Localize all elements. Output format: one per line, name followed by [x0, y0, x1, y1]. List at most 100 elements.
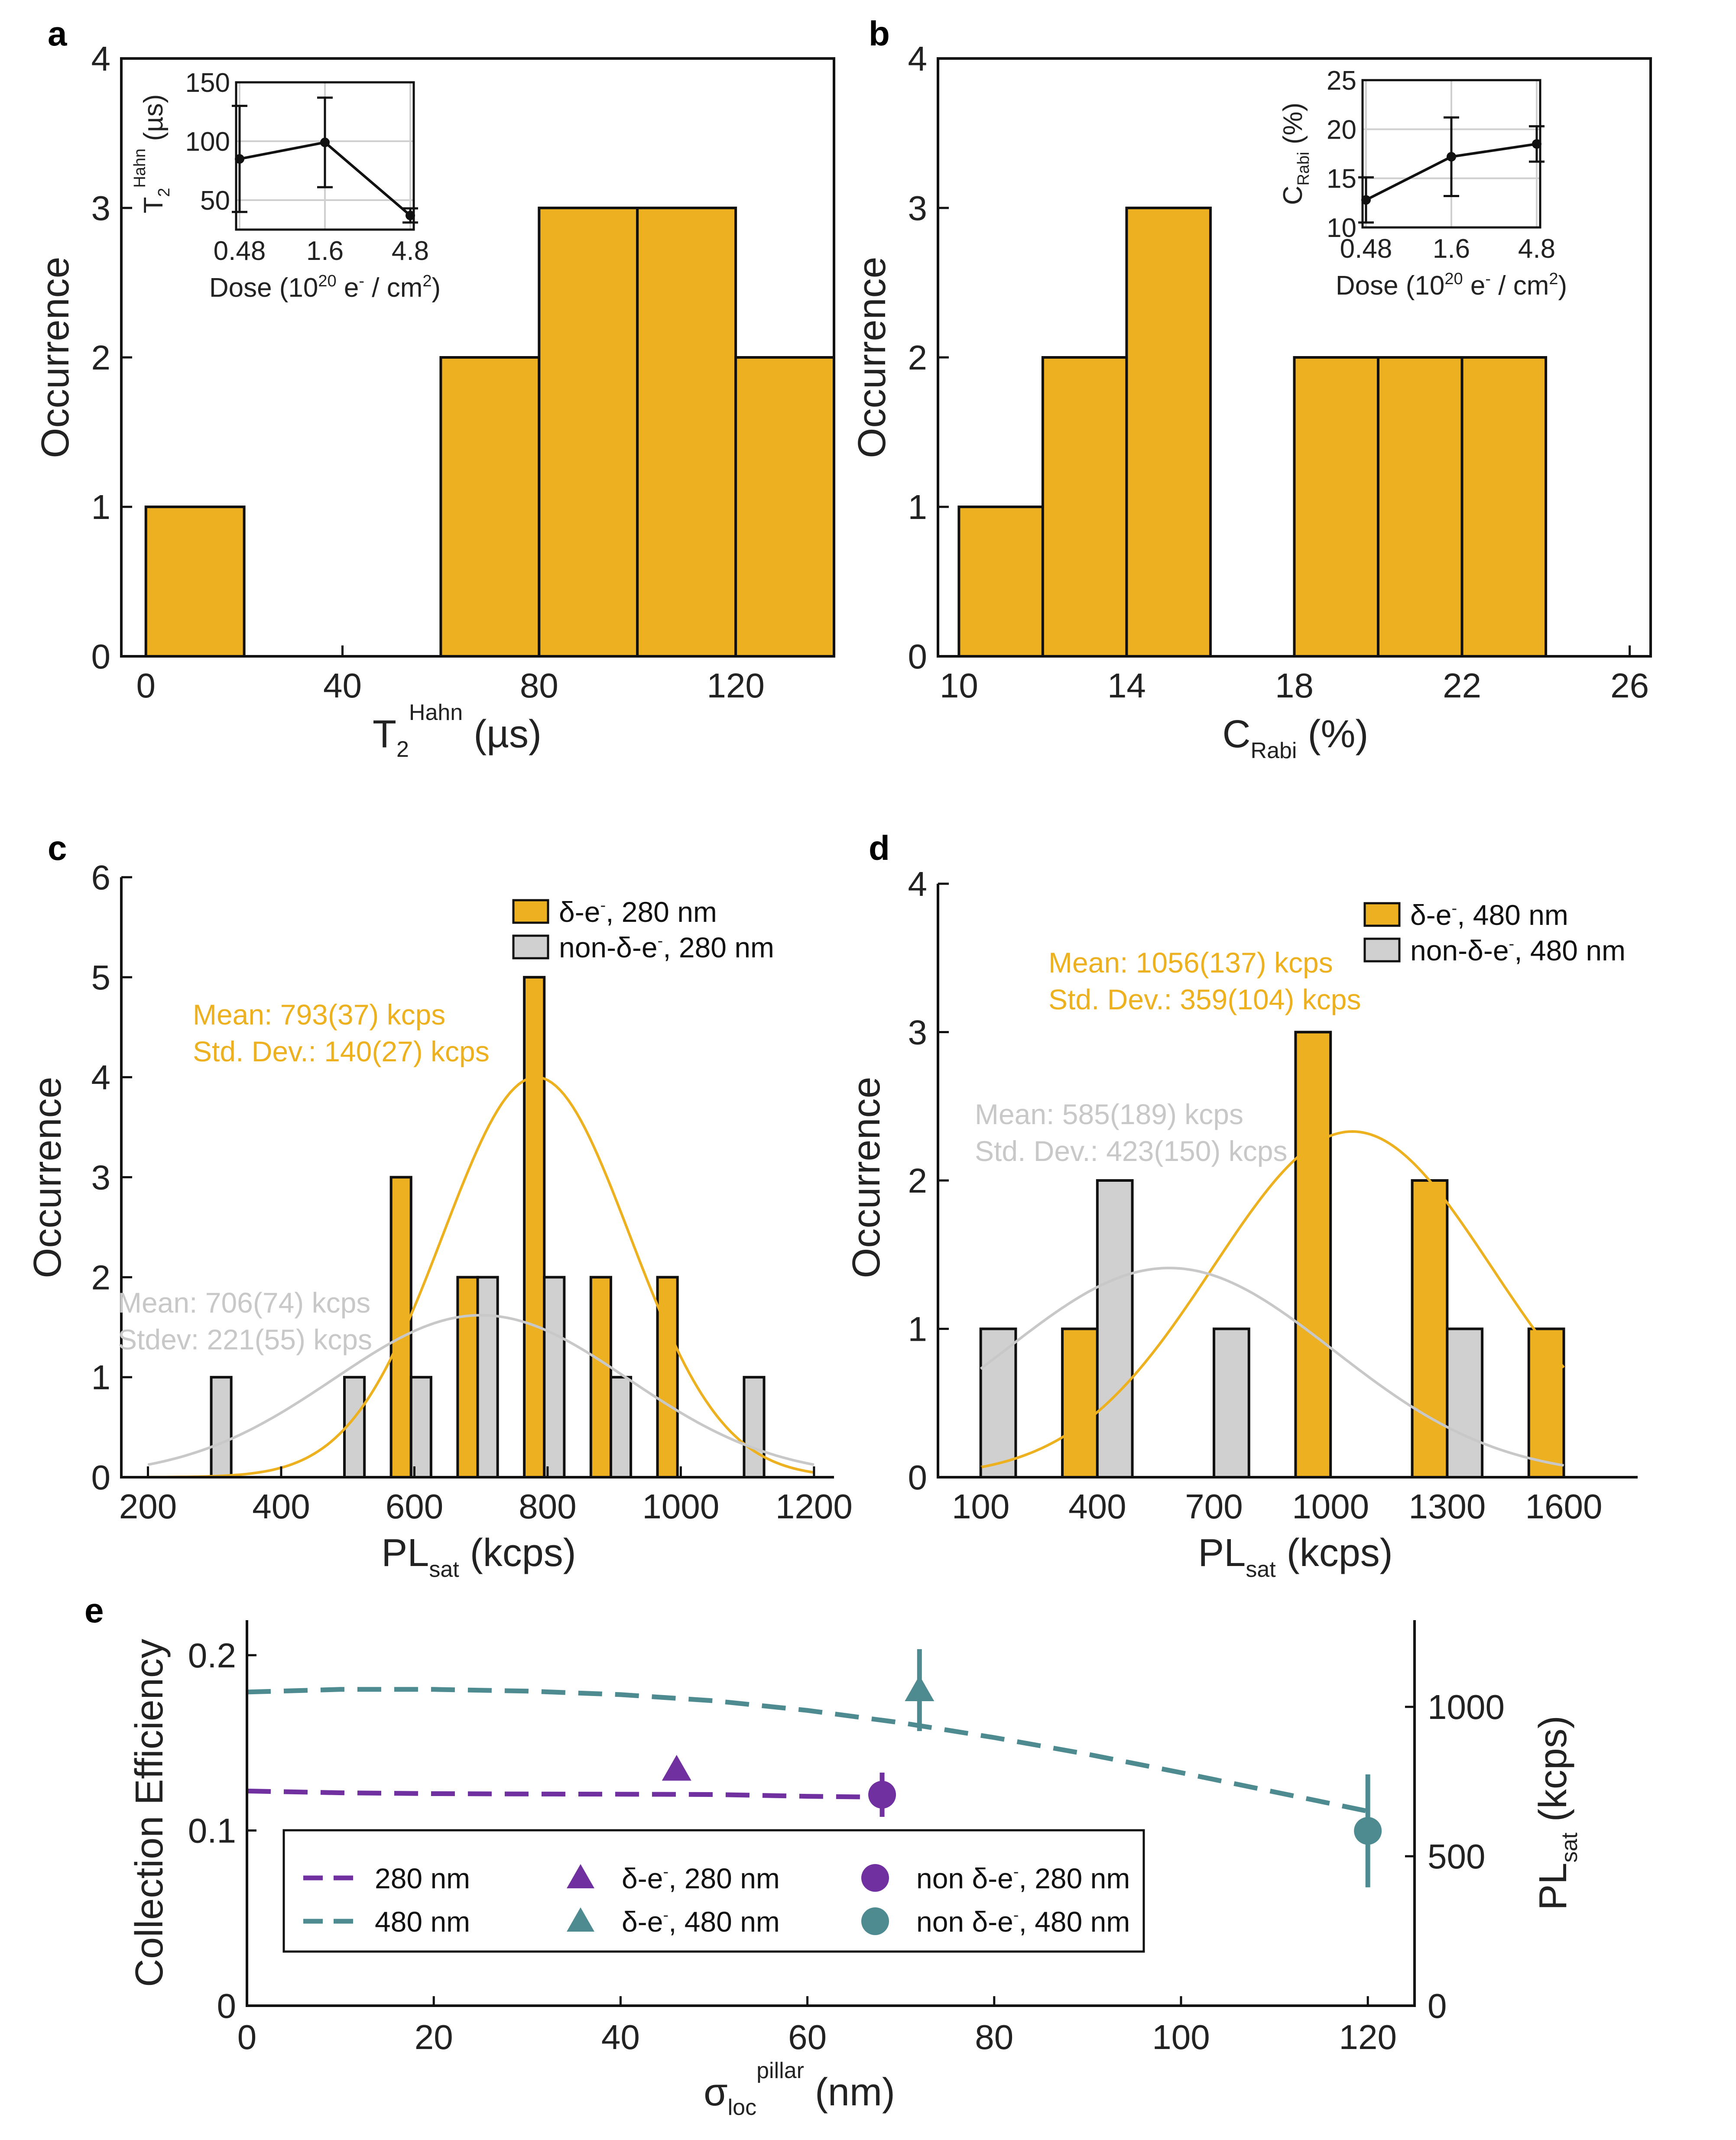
panel-c-xtick-label-5: 1200	[776, 1487, 853, 1526]
panel-c-xtick-label-1: 400	[252, 1487, 310, 1526]
panel-c-x-ticks: 200 400 600 800 1000 1200	[119, 1466, 853, 1526]
panel-e-left-ytick-label-0: 0	[217, 1987, 237, 2025]
panel-e-xtick-label-4: 80	[975, 2018, 1013, 2056]
panel-e-xtick-label-3: 60	[788, 2018, 827, 2056]
panel-e-xlabel: σlocpillar (nm)	[704, 2058, 895, 2120]
panel-a-bars	[144, 207, 835, 658]
panel-b-histogram: 10 14 18 22 26 0 1 2 3 4 Occurrence CRabi (%) 0.…	[850, 39, 1652, 763]
panel-c-delta-mean: Mean: 793(37) kcps	[193, 999, 445, 1031]
panel-d-bars	[979, 1031, 1565, 1479]
panel-c-ytick-label-1: 1	[91, 1358, 111, 1397]
panel-c-y-ticks: 0 1 2 3 4 5 6	[91, 858, 132, 1497]
panel-a-xtick-label-2: 80	[520, 666, 558, 705]
panel-e-point-0	[662, 1754, 691, 1781]
panel-b-bar-2	[1125, 207, 1212, 658]
panel-c-fit-curve-1	[147, 1314, 814, 1466]
panel-b-ytick-label-0: 0	[908, 637, 928, 676]
panel-b-xlabel: CRabi (%)	[1223, 713, 1369, 763]
panel-c-series1-bar-4	[543, 1276, 566, 1479]
panel-e-curves	[247, 1687, 1369, 1814]
panel-e-curve-1	[247, 1687, 1369, 1814]
panel-e-point-1	[868, 1780, 896, 1809]
panel-e-point-2	[905, 1675, 935, 1701]
panel-b-xtick-label-2: 18	[1275, 666, 1314, 705]
panel-b-inset-xtick-1: 1.6	[1433, 234, 1470, 264]
panel-a-inset-frame	[235, 81, 415, 231]
panel-a-xtick-label-0: 0	[136, 666, 156, 705]
panel-c-bars	[210, 976, 766, 1479]
panel-e-points	[662, 1649, 1382, 1887]
panel-e-xtick-label-0: 0	[237, 2018, 257, 2056]
panel-d-delta-std: Std. Dev.: 359(104) kcps	[1048, 983, 1361, 1015]
panel-e-legend: 280 nm 480 nm δ-e-, 280 nm δ-e-, 480 nm non …	[303, 1862, 1130, 1938]
panel-c-series1-bar-5	[609, 1376, 633, 1479]
panel-a-inset-y-ticks: 50 100 150	[185, 68, 230, 216]
panel-b-inset-x-ticks: 0.48 1.6 4.8	[1340, 234, 1555, 264]
panel-e-right-ytick-label-2: 1000	[1428, 1688, 1505, 1726]
panel-d-series1-bar-2	[1213, 1327, 1250, 1479]
panel-a-xtick-label-3: 120	[707, 666, 764, 705]
panel-d-nondelta-mean: Mean: 585(189) kcps	[975, 1098, 1243, 1130]
panel-a-inset-ytick-0: 50	[200, 186, 230, 216]
panel-c-legend-label-delta: δ-e-, 280 nm	[559, 896, 717, 928]
panel-c-nondelta-std: Stdev: 221(55) kcps	[118, 1323, 372, 1355]
panel-b-x-ticks: 10 14 18 22 26	[940, 645, 1649, 705]
panel-c-xtick-label-0: 200	[119, 1487, 177, 1526]
panel-b-inset-line	[1358, 116, 1545, 224]
panel-a-inset-point-1	[320, 137, 330, 147]
panel-d-series0-bar-0	[1061, 1327, 1099, 1479]
panel-c-legend-label-nondelta: non-δ-e-, 280 nm	[559, 931, 774, 963]
panel-c-series0-bar-4	[656, 1276, 679, 1479]
panel-c-legend-swatch-nondelta	[512, 934, 549, 960]
panel-a-bar-5	[636, 207, 737, 658]
panel-e-right-y-ticks: 0 500 1000	[1405, 1688, 1505, 2025]
panel-d-xtick-label-1: 400	[1068, 1487, 1126, 1526]
panel-d-delta-mean: Mean: 1056(137) kcps	[1048, 947, 1333, 979]
panel-a-bar-4	[538, 207, 639, 658]
panel-b-ylabel: Occurrence	[850, 256, 894, 458]
panel-d-series1-bar-3	[1446, 1327, 1484, 1479]
panel-e-point-3	[1354, 1817, 1382, 1845]
panel-d-series0-bar-1	[1294, 1031, 1332, 1479]
panel-b-inset-ytick-2: 20	[1327, 115, 1356, 145]
panel-a-inset-ytick-2: 150	[185, 68, 230, 98]
panel-d-series0-bar-3	[1527, 1327, 1565, 1479]
panel-a-inset-xtick-0: 0.48	[214, 236, 266, 266]
panel-c-ytick-label-3: 3	[91, 1158, 111, 1197]
panel-b-inset-frame	[1361, 79, 1541, 229]
panel-b-inset-ytick-0: 10	[1327, 213, 1356, 243]
panel-a-xtick-label-1: 40	[323, 666, 362, 705]
panel-b-bar-5	[1377, 356, 1463, 658]
panel-c-ylabel: Occurrence	[26, 1076, 69, 1278]
panel-e-legend-marker-3	[567, 1907, 594, 1932]
panel-d-ytick-label-1: 1	[908, 1310, 928, 1349]
panel-b-xtick-label-3: 22	[1443, 666, 1481, 705]
panel-d-legend-label-delta: δ-e-, 480 nm	[1410, 899, 1568, 931]
panel-label-d: d	[869, 829, 890, 867]
panel-c-nondelta-mean: Mean: 706(74) kcps	[118, 1287, 370, 1319]
panel-b-xtick-label-1: 14	[1107, 666, 1146, 705]
panel-d-xtick-label-3: 1000	[1292, 1487, 1369, 1526]
panel-e-xtick-label-2: 40	[601, 2018, 640, 2056]
panel-c-fit-curve-0	[148, 1076, 814, 1479]
panel-b-ytick-label-1: 1	[908, 488, 928, 526]
panel-label-a: a	[48, 14, 67, 53]
panel-b-xtick-label-0: 10	[940, 666, 978, 705]
panel-e-legend-label-1: 480 nm	[375, 1906, 470, 1938]
panel-label-b: b	[869, 14, 890, 53]
panel-d-series0-bar-2	[1411, 1179, 1449, 1479]
panel-e-legend-label-2: δ-e-, 280 nm	[622, 1862, 780, 1894]
panel-c-xtick-label-2: 600	[386, 1487, 443, 1526]
panel-a-bar-3	[439, 356, 541, 658]
panel-a-inset-x-ticks: 0.48 1.6 4.8	[214, 236, 429, 266]
panel-b-inset: 0.48 1.6 4.8 10 15 20 25 CRabi (%) Dose (1020…	[1278, 66, 1567, 301]
panel-d-legend-swatch-nondelta	[1363, 937, 1401, 963]
panel-b-inset-xtick-2: 4.8	[1518, 234, 1555, 264]
panel-d-ytick-label-0: 0	[908, 1458, 928, 1497]
panel-a-bar-6	[734, 356, 835, 658]
panel-b-ytick-label-4: 4	[908, 39, 928, 78]
panel-c-ytick-label-4: 4	[91, 1058, 111, 1097]
panel-b-inset-y-ticks: 10 15 20 25	[1327, 66, 1356, 243]
panel-d-series1-bar-1	[1096, 1179, 1134, 1479]
